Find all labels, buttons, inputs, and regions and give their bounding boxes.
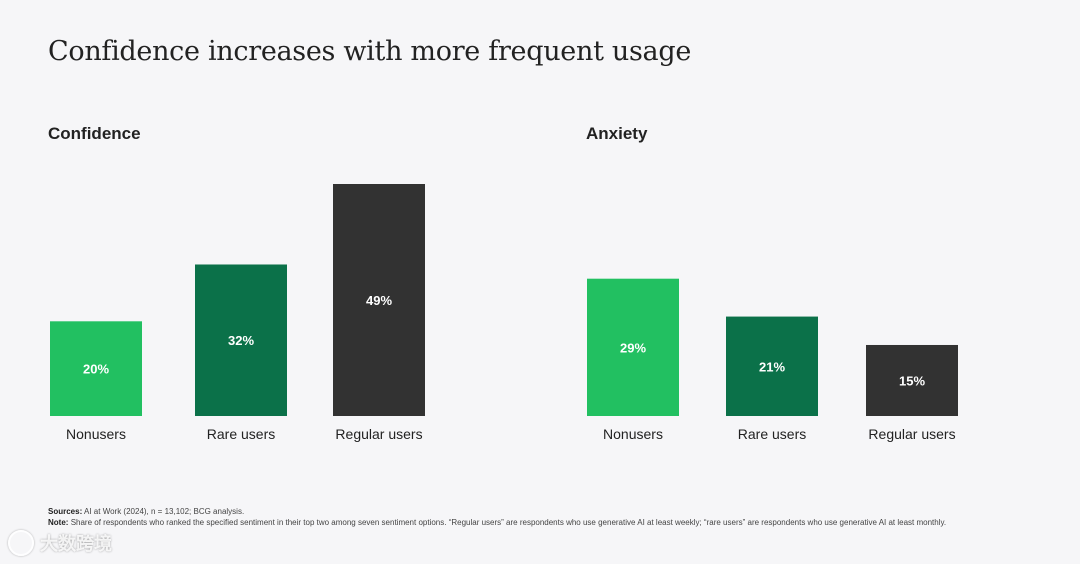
confidence-value-label-rare-users: 32% [228, 333, 254, 348]
note-label: Note: [48, 518, 69, 527]
anxiety-bar-regular-users [866, 344, 958, 416]
anxiety-bar-rare-users [726, 316, 818, 416]
page-title: Confidence increases with more frequent … [48, 36, 692, 67]
confidence-category-label-nonusers: Nonusers [66, 426, 126, 442]
confidence-category-label-regular-users: Regular users [335, 426, 422, 442]
anxiety-chart: 29% Nonusers 21% Rare users 15% Regular users [587, 278, 958, 442]
anxiety-value-label-rare-users: 21% [759, 359, 785, 374]
anxiety-bar-nonusers [587, 278, 679, 416]
anxiety-value-label-regular-users: 15% [899, 373, 925, 388]
sources-label: Sources: [48, 507, 83, 516]
confidence-chart: 20% Nonusers 32% Rare users 49% Regular users [50, 184, 425, 442]
anxiety-category-label-regular-users: Regular users [868, 426, 955, 442]
confidence-value-label-nonusers: 20% [83, 362, 109, 377]
charts-canvas: 20% Nonusers 32% Rare users 49% Regular users… [50, 184, 958, 442]
confidence-bar-rare-users [195, 264, 287, 416]
confidence-category-label-rare-users: Rare users [207, 426, 275, 442]
confidence-value-label-regular-users: 49% [366, 293, 392, 308]
sources-text: AI at Work (2024), n = 13,102; BCG analy… [84, 507, 245, 516]
brand-logo-icon [8, 530, 34, 556]
note-text: Share of respondents who ranked the spec… [70, 518, 947, 527]
anxiety-category-label-rare-users: Rare users [738, 426, 806, 442]
confidence-bar-nonusers [50, 321, 142, 416]
watermark: 大数跨境 [8, 530, 112, 556]
confidence-bar-regular-users [333, 184, 425, 416]
anxiety-chart-title: Anxiety [586, 124, 648, 143]
anxiety-category-label-nonusers: Nonusers [603, 426, 663, 442]
chart-footer: Sources: AI at Work (2024), n = 13,102; … [48, 506, 1068, 528]
confidence-chart-title: Confidence [48, 124, 141, 143]
watermark-text: 大数跨境 [40, 534, 112, 554]
note-line: Note: Share of respondents who ranked th… [48, 517, 1068, 528]
sources-line: Sources: AI at Work (2024), n = 13,102; … [48, 506, 1068, 517]
anxiety-value-label-nonusers: 29% [620, 340, 646, 355]
